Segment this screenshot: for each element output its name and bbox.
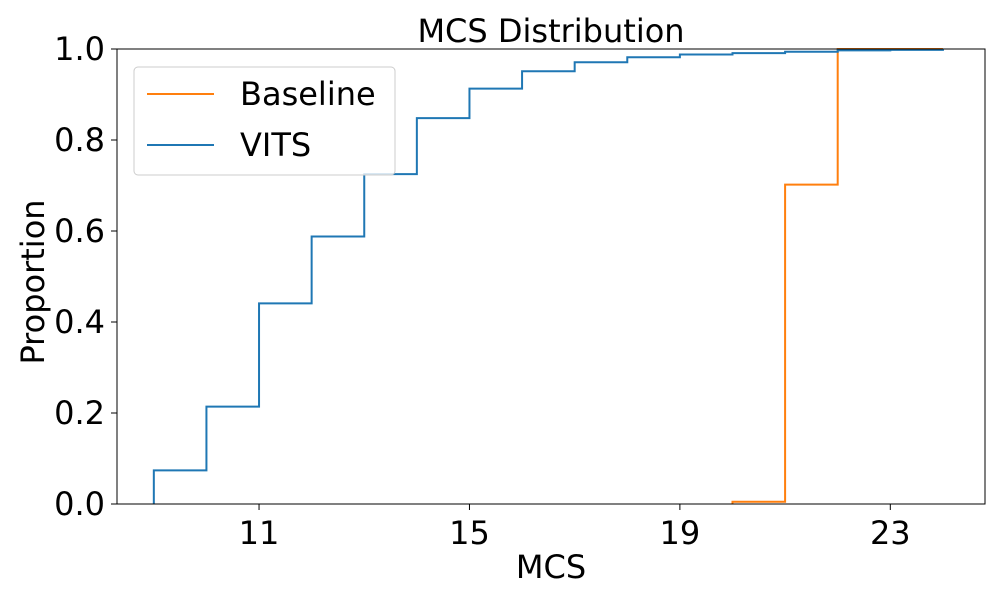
y-tick-label: 0.4 — [54, 303, 105, 341]
series-line-baseline — [731, 48, 943, 504]
x-tick-label: 15 — [449, 514, 490, 552]
x-tick-label: 19 — [660, 514, 701, 552]
y-tick-label: 0.8 — [54, 121, 105, 159]
legend: Baseline VITS — [133, 66, 396, 176]
x-tick-label: 11 — [239, 514, 280, 552]
series-line-vits — [152, 48, 944, 504]
y-tick-label: 0.6 — [54, 212, 105, 250]
plot-frame — [116, 48, 986, 505]
legend-label-vits: VITS — [240, 126, 311, 164]
y-tick-label: 1.0 — [54, 30, 105, 68]
legend-label-baseline: Baseline — [240, 75, 376, 113]
chart-title: MCS Distribution — [417, 12, 684, 50]
y-tick-label: 0.2 — [54, 394, 105, 432]
y-tick-label: 0.0 — [54, 485, 105, 523]
x-axis-label: MCS — [516, 548, 586, 586]
y-axis-label: Proportion — [14, 199, 52, 364]
x-tick-label: 23 — [870, 514, 911, 552]
